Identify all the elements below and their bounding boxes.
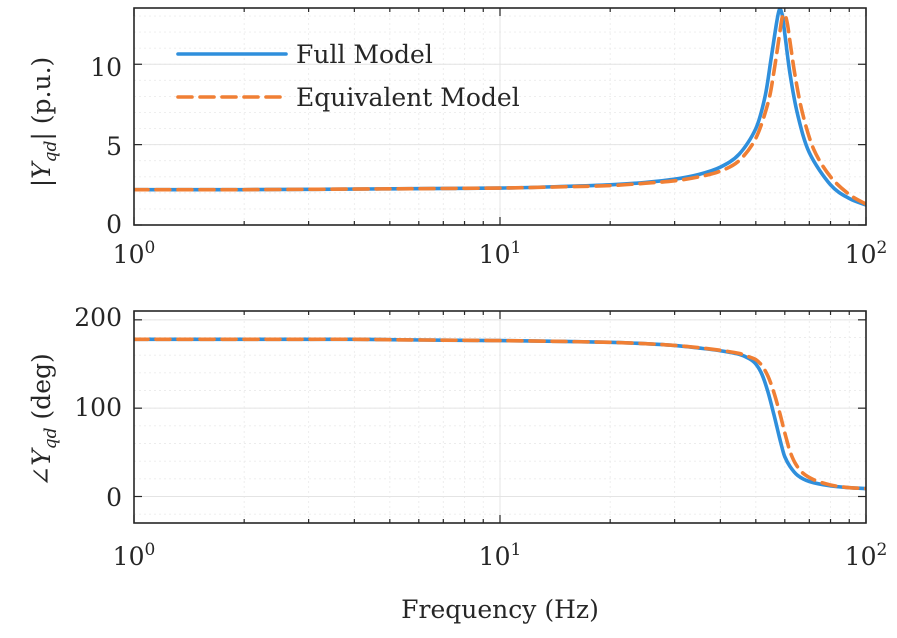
legend-label-equivalent-model: Equivalent Model — [296, 83, 520, 112]
magnitude-grid — [133, 8, 867, 226]
magnitude-ytick-label: 0 — [106, 210, 122, 239]
phase-ytick-label: 0 — [106, 483, 122, 512]
phase-grid — [133, 311, 867, 523]
magnitude-ylabel: |Yqd| (p.u.) — [27, 57, 61, 188]
phase-xtick-label: 100 — [113, 540, 156, 571]
magnitude-xtick-label: 100 — [113, 238, 156, 269]
phase-series-equivalent-model — [134, 337, 866, 491]
magnitude-series — [134, 8, 866, 207]
magnitude-ytick-label: 5 — [106, 132, 122, 161]
phase-series — [134, 337, 866, 491]
magnitude-ticks — [133, 8, 867, 226]
magnitude-xtick-label: 102 — [845, 238, 888, 269]
legend-label-full-model: Full Model — [296, 40, 433, 69]
phase-ticks — [133, 311, 867, 523]
magnitude-panel: 0 5 10 100 101 102 |Yqd| (p.u.) Full Mod… — [27, 7, 888, 269]
phase-ytick-label: 200 — [74, 303, 122, 332]
phase-ytick-label: 100 — [74, 393, 122, 422]
legend: Full Model Equivalent Model — [176, 40, 520, 112]
phase-ylabel: ∠Yqd (deg) — [27, 353, 61, 487]
magnitude-series-equivalent-model — [134, 12, 866, 206]
frequency-xlabel: Frequency (Hz) — [401, 595, 599, 624]
phase-xtick-label: 101 — [479, 540, 522, 571]
phase-panel: 0 100 200 100 101 102 ∠Yqd (deg) Frequen… — [27, 303, 887, 624]
magnitude-xtick-label: 101 — [479, 238, 522, 269]
phase-xtick-label: 102 — [845, 540, 888, 571]
magnitude-ytick-label: 10 — [90, 53, 122, 82]
